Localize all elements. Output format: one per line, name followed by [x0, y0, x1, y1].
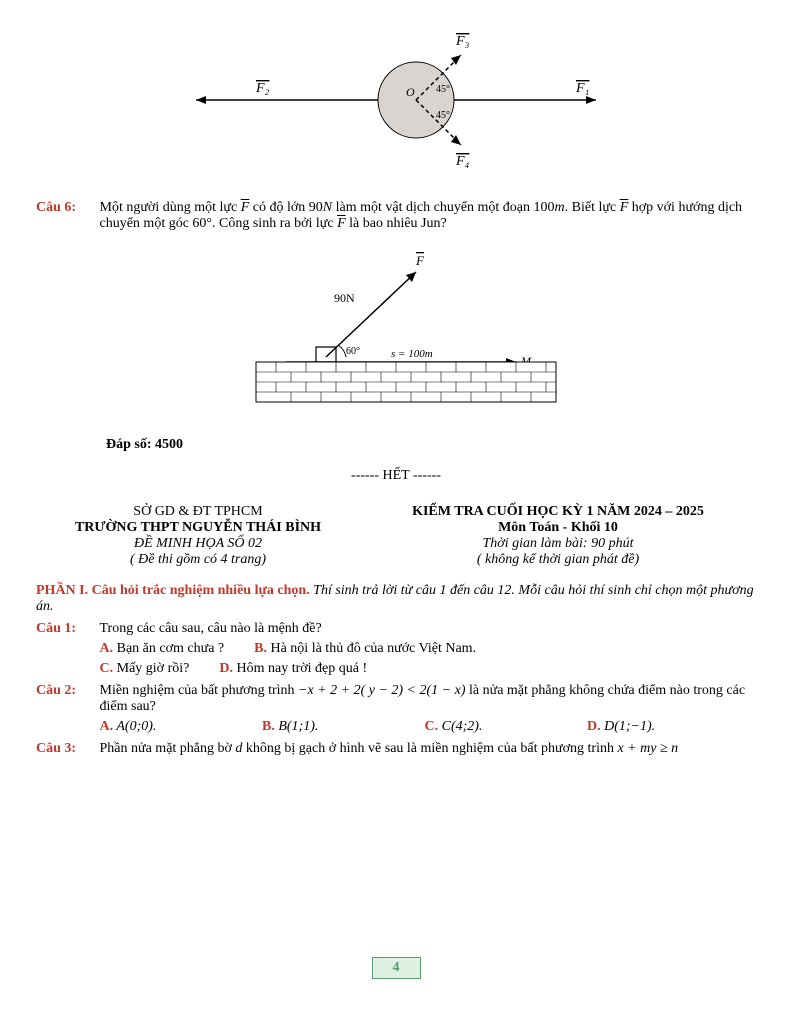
q2-optA-label: A.: [100, 719, 114, 734]
q2-optC-text: C(4;2).: [438, 719, 482, 734]
hdr-right1: KIỂM TRA CUỐI HỌC KỲ 1 NĂM 2024 – 2025: [360, 504, 756, 520]
label-F2: F₂: [255, 81, 270, 96]
q1-optA-label: A.: [100, 641, 114, 656]
q1-optB-text: Hà nội là thủ đô của nước Việt Nam.: [267, 641, 476, 656]
q1-optB-label: B.: [254, 641, 267, 656]
q6-body: Một người dùng một lực F có độ lớn 90N l…: [100, 200, 750, 232]
q6-mid2: làm một vật dịch chuyển một đoạn 100: [332, 200, 554, 215]
label-F4: F₄: [455, 154, 470, 169]
q1-text: Trong các câu sau, câu nào là mệnh đề?: [100, 621, 322, 636]
d2-60: 60°: [346, 346, 360, 357]
q2-optB-label: B.: [262, 719, 275, 734]
q1-optD-label: D.: [219, 661, 233, 676]
q6-mid1: có độ lớn 90: [249, 200, 323, 215]
q2-optC: C. C(4;2).: [425, 719, 558, 735]
d2-s: s = 100m: [391, 348, 433, 360]
q1-optC-text: Mấy giờ rồi?: [113, 661, 189, 676]
q2-optB: B. B(1;1).: [262, 719, 395, 735]
section1-red: PHẦN I. Câu hỏi trắc nghiệm nhiều lựa ch…: [36, 583, 310, 598]
question-1: Câu 1: Trong các câu sau, câu nào là mện…: [36, 621, 756, 677]
exam-header: SỞ GD & ĐT TPHCM TRƯỜNG THPT NGUYỄN THÁI…: [36, 504, 756, 568]
q3-ineq: x + my ≥ n: [617, 741, 678, 756]
q6-vec1: F: [241, 200, 250, 215]
q1-optC-label: C.: [100, 661, 114, 676]
question-2: Câu 2: Miền nghiệm của bất phương trình …: [36, 683, 756, 735]
q1-optB: B. Hà nội là thủ đô của nước Việt Nam.: [254, 641, 476, 657]
question-6: Câu 6: Một người dùng một lực F có độ lớ…: [36, 200, 756, 232]
hdr-right4: ( không kể thời gian phát đề): [360, 552, 756, 568]
q2-body: Miền nghiệm của bất phương trình −x + 2 …: [100, 683, 750, 735]
diagram-force-block: F 90N O 60° s = 100m M: [36, 247, 756, 422]
q1-optD: D. Hôm nay trời đẹp quá !: [219, 661, 367, 677]
label-F3: F₃: [455, 34, 470, 49]
q6-vec2: F: [620, 200, 629, 215]
q6-unit1: N: [323, 200, 332, 215]
hdr-right2: Môn Toán - Khối 10: [360, 520, 756, 536]
q6-unit2: m: [555, 200, 565, 215]
d2-F: F: [415, 253, 425, 268]
answer-6: Đáp số: 4500: [106, 437, 756, 453]
q6-label: Câu 6:: [36, 200, 96, 216]
section-1-title: PHẦN I. Câu hỏi trắc nghiệm nhiều lựa ch…: [36, 583, 756, 615]
q2-optA: A. A(0;0).: [100, 719, 233, 735]
label-angle2: 45°: [436, 110, 450, 121]
question-3: Câu 3: Phần nửa mặt phẳng bờ d không bị …: [36, 741, 756, 757]
hdr-left1: SỞ GD & ĐT TPHCM: [36, 504, 360, 520]
label-F1: F₁: [575, 81, 589, 96]
label-angle1: 45°: [436, 84, 450, 95]
diagram-forces-circle: O 45° 45° F₁ F₂ F₃ F₄: [36, 20, 756, 185]
q6-vec3: F: [337, 216, 346, 231]
q1-optA: A. Bạn ăn cơm chưa ?: [100, 641, 225, 657]
q3-pre: Phần nửa mặt phẳng bờ: [100, 741, 236, 756]
hdr-left3: ĐỀ MINH HỌA SỐ 02: [36, 536, 360, 552]
q1-body: Trong các câu sau, câu nào là mệnh đề? A…: [100, 621, 750, 677]
q2-optD-text: D(1;−1).: [601, 719, 656, 734]
hdr-left2: TRƯỜNG THPT NGUYỄN THÁI BÌNH: [36, 520, 360, 536]
d2-90N: 90N: [334, 291, 355, 305]
end-marker: ------ HẾT ------: [36, 468, 756, 484]
q2-optC-label: C.: [425, 719, 439, 734]
q2-optD-label: D.: [587, 719, 601, 734]
page-number: 4: [36, 957, 756, 979]
q2-optB-text: B(1;1).: [275, 719, 319, 734]
q1-optA-text: Bạn ăn cơm chưa ?: [113, 641, 224, 656]
q3-label: Câu 3:: [36, 741, 96, 757]
page-number-value: 4: [372, 957, 421, 979]
q2-optD: D. D(1;−1).: [587, 719, 720, 735]
hdr-right3: Thời gian làm bài: 90 phút: [360, 536, 756, 552]
q1-optC: C. Mấy giờ rồi?: [100, 661, 190, 677]
q1-optD-text: Hôm nay trời đẹp quá !: [233, 661, 367, 676]
q6-text-pre: Một người dùng một lực: [100, 200, 241, 215]
q2-optA-text: A(0;0).: [113, 719, 156, 734]
q1-label: Câu 1:: [36, 621, 96, 637]
q3-body: Phần nửa mặt phẳng bờ d không bị gạch ở …: [100, 741, 750, 757]
q2-pre: Miền nghiệm của bất phương trình: [100, 683, 299, 698]
q2-ineq: −x + 2 + 2( y − 2) < 2(1 − x): [298, 683, 465, 698]
hdr-left4: ( Đề thi gồm có 4 trang): [36, 552, 360, 568]
label-O: O: [406, 85, 415, 99]
q6-end: là bao nhiêu Jun?: [346, 216, 447, 231]
q6-mid3: . Biết lực: [565, 200, 620, 215]
q2-label: Câu 2:: [36, 683, 96, 699]
q3-post: không bị gạch ở hình vẽ sau là miền nghi…: [242, 741, 617, 756]
